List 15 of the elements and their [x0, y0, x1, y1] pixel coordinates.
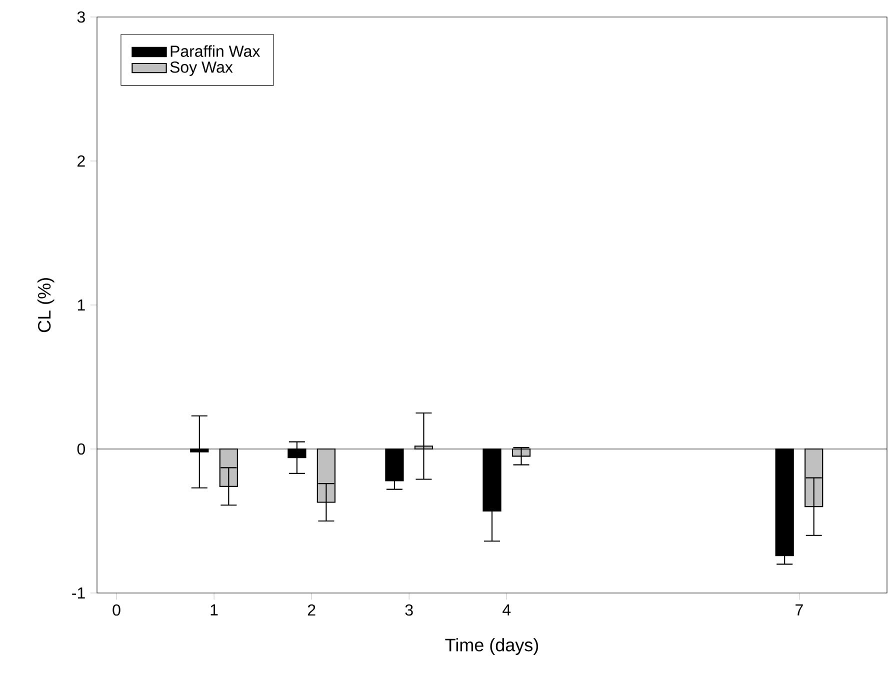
x-axis-title: Time (days) — [445, 638, 538, 655]
legend-label: Paraffin Wax — [170, 45, 260, 57]
y-tick-label: 2 — [78, 155, 85, 167]
legend-label: Soy Wax — [170, 61, 233, 76]
y-tick-label: 0 — [77, 443, 86, 455]
y-tick-label: 3 — [77, 11, 85, 23]
y-tick-label: -1 — [72, 587, 85, 598]
x-tick-label: 2 — [308, 604, 316, 616]
x-tick-label: 0 — [112, 604, 120, 616]
x-tick-label: 3 — [405, 604, 413, 616]
x-tick-label: 7 — [796, 604, 803, 616]
x-tick-label: 4 — [502, 604, 511, 616]
x-tick-label: 1 — [210, 604, 218, 616]
y-tick-label: 1 — [78, 299, 85, 310]
y-axis-title: CL (%) — [37, 278, 54, 332]
